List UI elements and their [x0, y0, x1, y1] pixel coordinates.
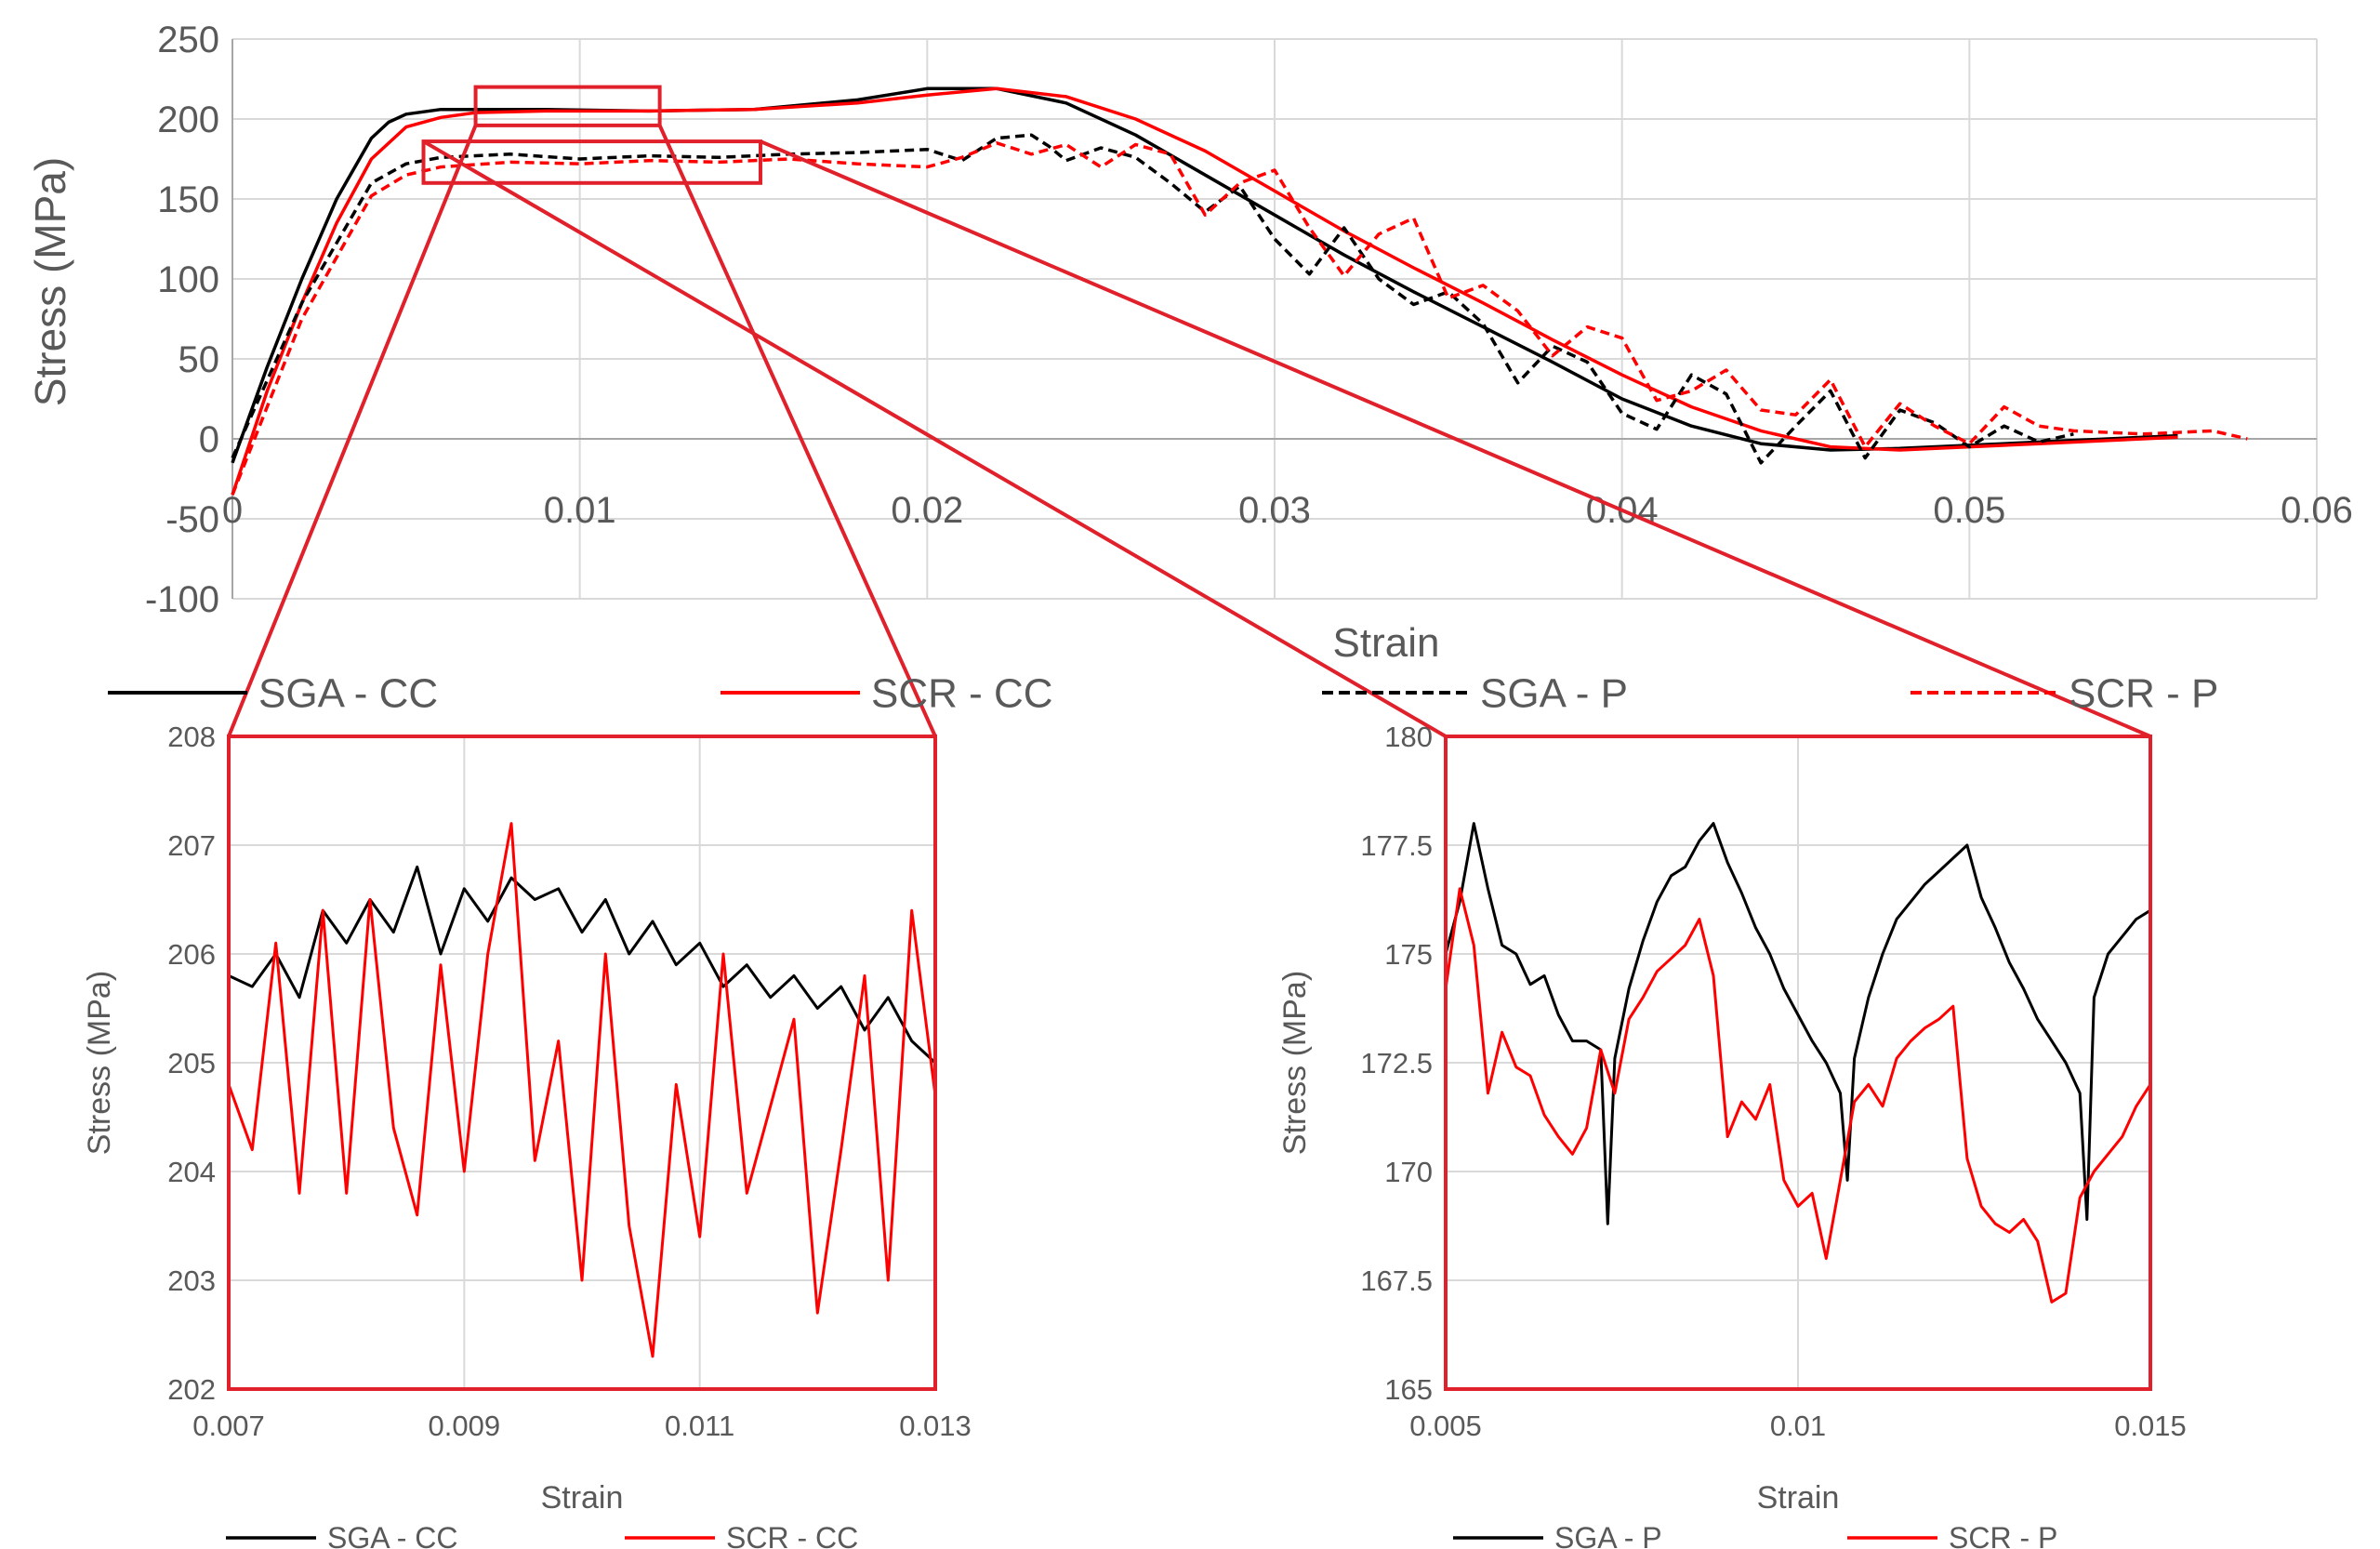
y-axis-title: Stress (MPa) [82, 971, 117, 1155]
x-axis-title: Strain [1333, 620, 1440, 666]
x-tick-label: 0.007 [192, 1410, 265, 1442]
y-tick-label: 204 [167, 1156, 216, 1188]
legend-label: SCR - CC [871, 670, 1053, 716]
y-tick-label: 200 [157, 99, 219, 140]
legend-label: SCR - P [2069, 670, 2218, 716]
y-axis-title: Stress (MPa) [1277, 971, 1313, 1155]
inset-chart-cc: 202 203 204 205 206 207 208 0.007 0.009 0.011 0.01… [82, 721, 972, 1516]
zoom-box-p [421, 139, 762, 185]
y-tick-label: 175 [1384, 938, 1433, 971]
y-tick-label: -50 [165, 499, 219, 540]
x-axis-title: Strain [1757, 1480, 1840, 1516]
series-line-scr-cc [227, 822, 937, 1358]
zoom-overlay [227, 85, 2152, 1391]
series-line-scr-p [231, 141, 2248, 496]
legend-label: SCR - CC [726, 1521, 858, 1549]
x-tick-label: 0.03 [1238, 490, 1311, 531]
x-tick-label: 0.015 [2114, 1410, 2187, 1442]
legend-label: SCR - P [1949, 1521, 2057, 1549]
x-tick-label: 0.013 [899, 1410, 972, 1442]
connector-cc-left [227, 125, 478, 737]
x-tick-label: 0 [222, 490, 243, 531]
main-chart: -100-5005010015020025000.010.020.030.040… [26, 20, 2353, 666]
x-tick-label: 0.05 [1933, 490, 2005, 531]
x-axis-title: Strain [541, 1480, 624, 1516]
series-line-sga-p [1444, 822, 2151, 1225]
x-tick-label: 0.02 [891, 490, 963, 531]
x-tick-label: 0.005 [1409, 1410, 1482, 1442]
legends: SGA - CC SCR - CC SGA - P SCR - P SGA - CC SC… [108, 670, 2218, 1549]
y-tick-label: -100 [145, 579, 219, 620]
x-tick-label: 0.01 [544, 490, 616, 531]
x-tick-label: 0.06 [2281, 490, 2353, 531]
inset-frame-p [1444, 735, 2152, 1391]
y-tick-label: 100 [157, 259, 219, 300]
legend-label: SGA - P [1554, 1521, 1662, 1549]
inset-frame-cc [227, 735, 937, 1391]
y-tick-label: 207 [167, 829, 216, 862]
y-tick-label: 250 [157, 20, 219, 60]
y-axis-title: Stress (MPa) [26, 157, 74, 406]
legend-label: SGA - P [1480, 670, 1628, 716]
series-line-sga-p [231, 133, 2074, 465]
connector-p-right [760, 139, 2151, 738]
series-line-sga-cc [231, 86, 2178, 464]
series-line-scr-cc [231, 86, 2178, 496]
x-tick-label: 0.011 [665, 1410, 734, 1442]
y-tick-label: 50 [178, 339, 220, 380]
y-tick-label: 170 [1384, 1156, 1433, 1188]
legend-label: SGA - CC [327, 1521, 457, 1549]
x-tick-label: 0.01 [1770, 1410, 1826, 1442]
x-tick-label: 0.009 [429, 1410, 501, 1442]
y-tick-label: 165 [1384, 1373, 1433, 1406]
y-tick-label: 206 [167, 938, 216, 971]
legend-label: SGA - CC [258, 670, 438, 716]
y-tick-label: 172.5 [1360, 1047, 1433, 1079]
y-tick-label: 202 [167, 1373, 216, 1406]
connector-cc-right [657, 125, 937, 737]
connector-p-left [422, 139, 1448, 738]
y-tick-label: 208 [167, 721, 216, 753]
y-tick-label: 205 [167, 1047, 216, 1079]
y-tick-label: 167.5 [1360, 1264, 1433, 1297]
y-tick-label: 203 [167, 1264, 216, 1297]
y-tick-label: 177.5 [1360, 829, 1433, 862]
series-line-scr-p [1444, 887, 2152, 1304]
y-tick-label: 150 [157, 179, 219, 220]
series-line-sga-cc [228, 865, 937, 1065]
y-tick-label: 0 [199, 419, 219, 460]
zoom-box-cc [473, 85, 662, 127]
